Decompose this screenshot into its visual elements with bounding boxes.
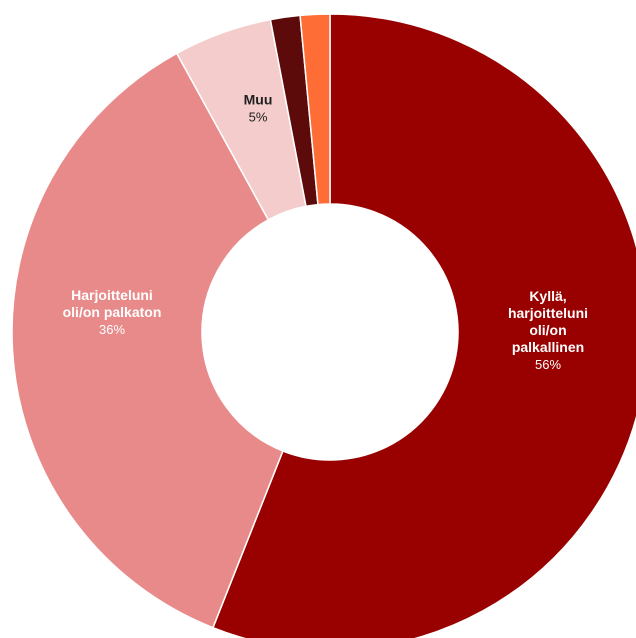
slice-value-label-1: 36% <box>99 322 125 337</box>
donut-slice-1 <box>11 52 284 629</box>
slice-label-1-line-1: oli/on palkaton <box>63 304 162 320</box>
donut-slice-4 <box>299 13 331 206</box>
donut-slices <box>11 13 636 638</box>
slice-label-2-line-0: Muu <box>244 92 273 108</box>
slice-label-0-line-1: harjoitteluni <box>508 305 588 321</box>
slice-value-label-0: 56% <box>535 357 561 372</box>
slice-value-label-2: 5% <box>249 110 268 125</box>
slice-label-0-line-2: oli/on <box>529 322 566 338</box>
slice-label-0-line-0: Kyllä, <box>529 288 566 304</box>
slice-label-0-line-3: palkallinen <box>512 339 584 355</box>
slice-label-1-line-0: Harjoitteluni <box>71 287 153 303</box>
donut-slice-0 <box>211 13 636 638</box>
